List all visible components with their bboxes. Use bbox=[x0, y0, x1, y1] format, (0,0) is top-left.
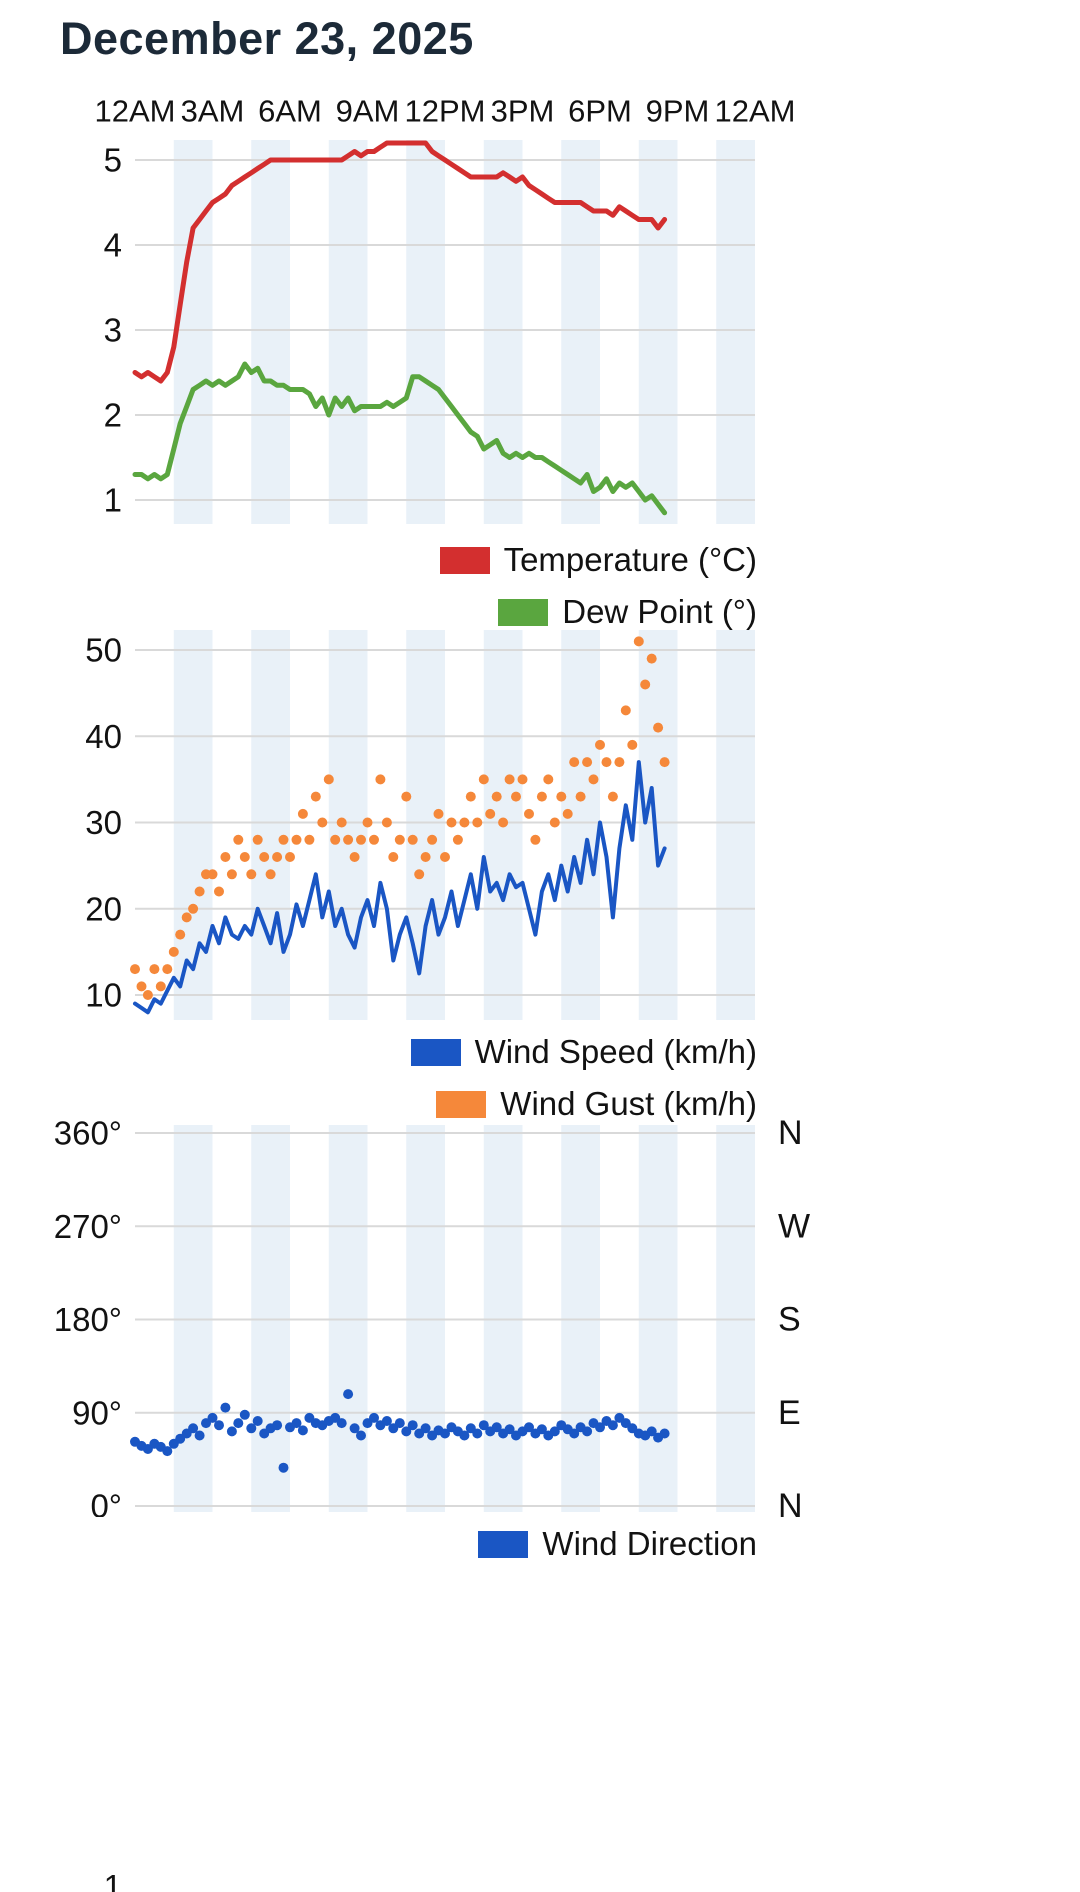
time-axis-label: 6PM bbox=[568, 94, 632, 129]
temperature-legend: Temperature (°C) Dew Point (°) bbox=[439, 534, 757, 638]
y-tick-label: 5 bbox=[104, 142, 122, 179]
wind-speed-chart: 50 40 30 20 10 bbox=[85, 630, 755, 1020]
y-tick-label: 10 bbox=[85, 977, 122, 1014]
page-title: December 23, 2025 bbox=[60, 13, 474, 64]
time-axis-label: 12AM bbox=[715, 94, 796, 129]
stripe-band bbox=[406, 630, 445, 1020]
compass-label: N bbox=[778, 1115, 803, 1152]
y-tick-label: 90° bbox=[72, 1394, 122, 1431]
y-tick-label: 270° bbox=[54, 1208, 122, 1245]
y-tick-label: 360° bbox=[54, 1115, 122, 1152]
wind-speed-line bbox=[133, 760, 667, 1015]
stripe-band bbox=[328, 630, 368, 1020]
legend-item-wind-speed[interactable]: Wind Speed (km/h) bbox=[410, 1026, 757, 1078]
compass-label: S bbox=[778, 1301, 801, 1339]
stripe-band bbox=[638, 1125, 678, 1512]
time-axis-label: 3PM bbox=[491, 94, 555, 129]
compass-label: W bbox=[778, 1207, 810, 1245]
legend-item-dew-point[interactable]: Dew Point (°) bbox=[498, 586, 757, 638]
stripe-band bbox=[716, 630, 755, 1020]
next-chart-tick-label: 1 bbox=[103, 1868, 122, 1892]
dew-point-swatch bbox=[498, 598, 549, 626]
time-axis-label: 3AM bbox=[181, 94, 245, 129]
legend-item-wind-direction[interactable]: Wind Direction bbox=[478, 1518, 757, 1570]
y-tick-label: 50 bbox=[85, 632, 122, 669]
stripe-band bbox=[716, 140, 755, 524]
y-tick-label: 30 bbox=[85, 804, 122, 841]
y-tick-label: 0° bbox=[90, 1488, 122, 1518]
stripe-band bbox=[328, 1125, 368, 1512]
wind-direction-legend: Wind Direction bbox=[478, 1518, 757, 1570]
wind-speed-legend-label: Wind Speed (km/h) bbox=[474, 1033, 757, 1070]
time-axis-label: 9AM bbox=[336, 94, 400, 129]
wind-speed-swatch bbox=[410, 1038, 461, 1066]
stripe-band bbox=[328, 140, 368, 524]
stripe-band bbox=[483, 1125, 523, 1512]
stripe-band bbox=[173, 1125, 213, 1512]
stripe-band bbox=[251, 630, 290, 1020]
y-tick-label: 180° bbox=[54, 1301, 122, 1338]
wind-legend: Wind Speed (km/h) Wind Gust (km/h) bbox=[410, 1026, 757, 1130]
temperature-legend-label: Temperature (°C) bbox=[503, 541, 757, 578]
y-tick-label: 3 bbox=[104, 312, 122, 349]
stripe-band bbox=[251, 1125, 290, 1512]
y-tick-label: 20 bbox=[85, 890, 122, 927]
legend-item-temperature[interactable]: Temperature (°C) bbox=[439, 534, 757, 586]
stripe-band bbox=[173, 630, 213, 1020]
stripe-band bbox=[638, 140, 678, 524]
stripe-band bbox=[483, 140, 523, 524]
time-axis-label: 6AM bbox=[258, 94, 322, 129]
temperature-swatch bbox=[439, 546, 490, 574]
time-axis-label: 12AM bbox=[95, 94, 176, 129]
legend-item-wind-gust[interactable]: Wind Gust (km/h) bbox=[436, 1078, 757, 1130]
wind-direction-dots bbox=[130, 1389, 670, 1473]
wind-direction-legend-label: Wind Direction bbox=[542, 1525, 757, 1562]
stripe-band bbox=[716, 1125, 755, 1512]
stripe-band bbox=[406, 140, 445, 524]
time-axis-label: 9PM bbox=[646, 94, 710, 129]
y-tick-label: 4 bbox=[104, 227, 122, 264]
time-axis-label: 12PM bbox=[405, 94, 486, 129]
y-tick-label: 40 bbox=[85, 718, 122, 755]
dew-point-line bbox=[132, 361, 668, 516]
y-tick-label: 1 bbox=[104, 482, 122, 519]
stripe-band bbox=[561, 630, 600, 1020]
compass-label: N bbox=[778, 1487, 803, 1517]
stripe-band bbox=[406, 1125, 445, 1512]
stripe-band bbox=[173, 140, 213, 524]
stripe-band bbox=[561, 1125, 600, 1512]
wind-direction-swatch bbox=[478, 1530, 529, 1558]
compass-label: E bbox=[778, 1394, 801, 1432]
temperature-line bbox=[132, 140, 668, 384]
wind-gust-swatch bbox=[436, 1090, 487, 1118]
dew-point-legend-label: Dew Point (°) bbox=[562, 593, 757, 630]
wind-direction-chart: 360° 270° 180° 90° 0° N W S E N bbox=[54, 1115, 810, 1518]
stripe-band bbox=[251, 140, 290, 524]
wind-gust-dots bbox=[130, 636, 670, 1000]
wind-gust-legend-label: Wind Gust (km/h) bbox=[500, 1085, 757, 1122]
stripe-band bbox=[638, 630, 678, 1020]
stripe-band bbox=[561, 140, 600, 524]
y-tick-label: 2 bbox=[104, 397, 122, 434]
